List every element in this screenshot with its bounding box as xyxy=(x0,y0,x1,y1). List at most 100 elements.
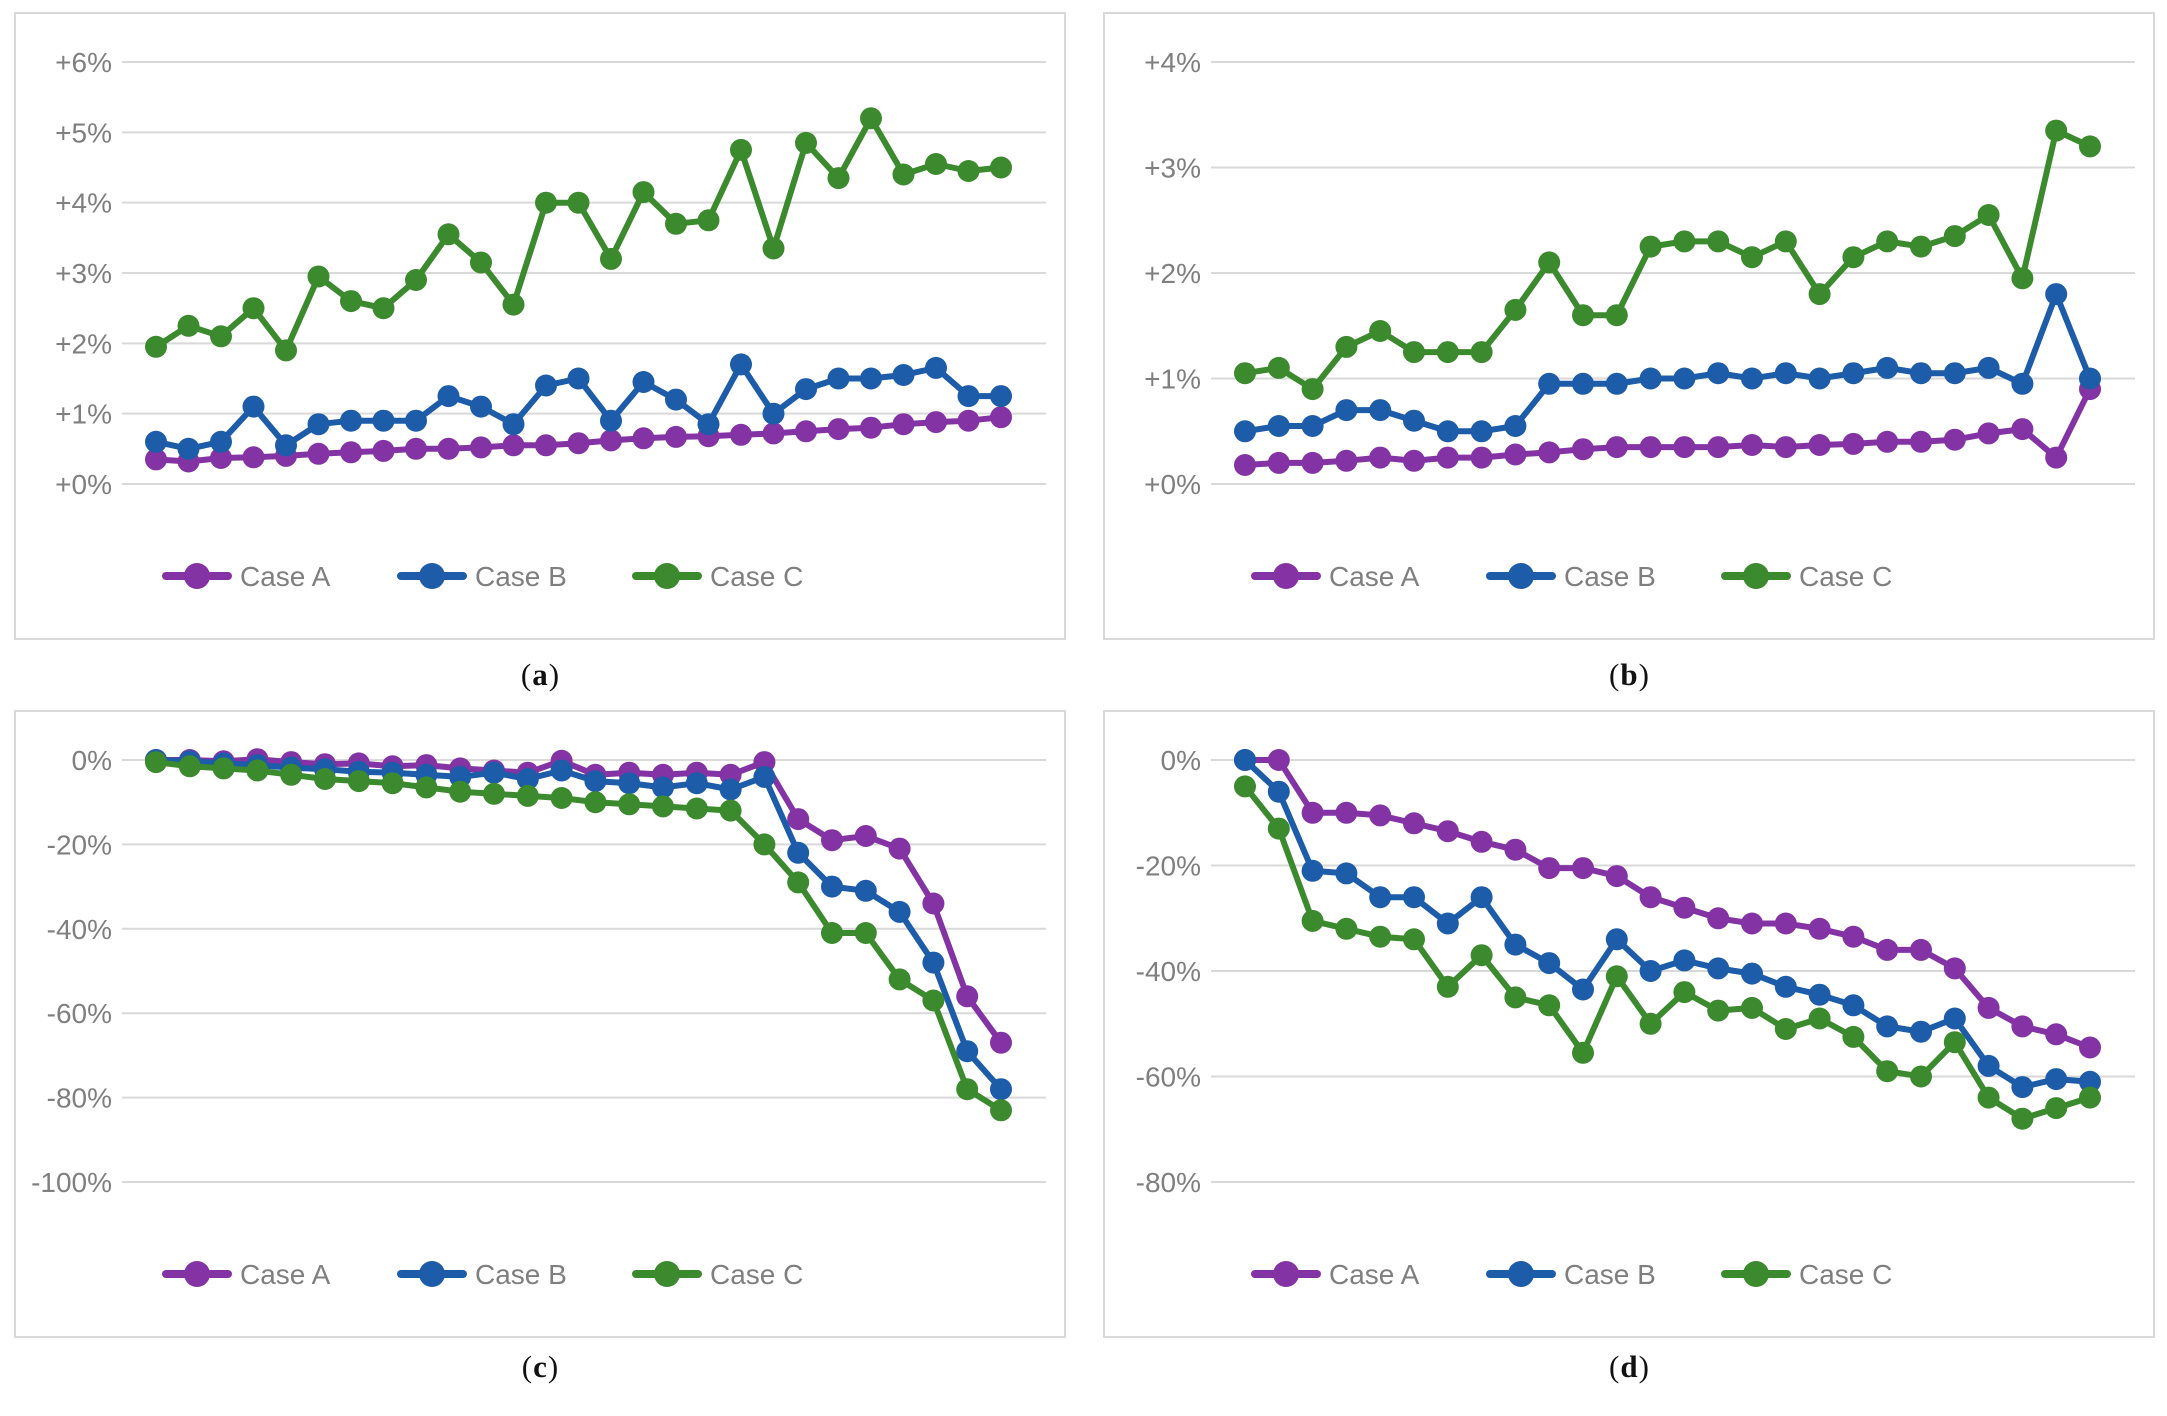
case-a-point xyxy=(1943,428,1966,451)
legend-item-case-a: Case A xyxy=(1251,561,1420,592)
case-a-point xyxy=(1774,436,1797,459)
case-a-point xyxy=(1335,801,1358,824)
case-b-point xyxy=(1267,415,1290,437)
case-b-point xyxy=(762,402,785,425)
case-b-point xyxy=(1977,1054,2000,1077)
case-a-point xyxy=(210,447,232,469)
case-c-point xyxy=(210,325,232,348)
case-a-point xyxy=(2045,446,2068,469)
case-b-point xyxy=(177,437,200,460)
y-tick-label: 0% xyxy=(1161,745,1201,776)
case-c-point xyxy=(2079,1086,2101,1109)
case-a-point xyxy=(1436,446,1459,469)
case-b-point xyxy=(1470,420,1493,443)
case-c-point xyxy=(1369,320,1392,342)
case-a-point xyxy=(1808,434,1831,456)
legend-label: Case B xyxy=(1564,1259,1656,1290)
case-c-point xyxy=(1808,1007,1831,1030)
case-c-point xyxy=(2079,135,2101,158)
y-tick-label: +5% xyxy=(55,117,112,148)
case-b-point xyxy=(1977,356,2000,379)
y-tick-label: +0% xyxy=(55,469,112,500)
case-c-point xyxy=(762,237,785,260)
case-a-point xyxy=(1369,804,1392,827)
legend-item-case-a: Case A xyxy=(162,1259,331,1290)
case-a-point xyxy=(1436,820,1459,843)
case-c-point xyxy=(2011,1107,2034,1130)
case-a-point xyxy=(1639,886,1662,909)
case-a-point xyxy=(535,434,557,457)
legend-item-case-b: Case B xyxy=(397,1259,567,1290)
case-b-point xyxy=(502,413,525,436)
case-b-point xyxy=(307,413,330,436)
case-a-point xyxy=(1842,925,1865,948)
case-a-point xyxy=(956,985,979,1008)
case-a-point xyxy=(1910,938,1932,961)
case-b-point xyxy=(1673,367,1696,390)
y-tick-label: +6% xyxy=(55,47,112,78)
y-tick-label: +3% xyxy=(55,258,112,289)
case-c-point xyxy=(1910,1065,1932,1088)
case-c-point xyxy=(685,797,708,820)
case-b-point xyxy=(405,409,427,432)
case-b-point xyxy=(1538,952,1561,975)
case-b-point xyxy=(1572,372,1594,395)
case-c-point xyxy=(449,780,472,803)
case-a-point xyxy=(437,437,460,460)
legend-item-case-a: Case A xyxy=(1251,1259,1420,1290)
case-b-point xyxy=(1741,962,1763,985)
case-c-point xyxy=(145,335,167,358)
case-c-point xyxy=(892,163,915,186)
y-tick-label: -40% xyxy=(1136,956,1201,987)
case-c-point xyxy=(990,156,1012,179)
case-c-point xyxy=(1605,304,1628,327)
case-a-point xyxy=(1470,446,1493,469)
case-c-point xyxy=(1267,356,1290,379)
chart-c-svg: 0% -20% -40% -60% -80% -100% Case A Case B Case … xyxy=(31,745,1046,1290)
case-a-point xyxy=(1741,434,1763,456)
case-b-point xyxy=(550,759,573,782)
case-c-point xyxy=(888,968,911,991)
case-a-point xyxy=(1267,451,1290,474)
case-a-point xyxy=(1876,430,1899,453)
case-c-point xyxy=(567,191,590,214)
case-a-point xyxy=(2011,1015,2034,1038)
case-b-point xyxy=(1301,859,1324,882)
legend-item-case-b: Case B xyxy=(1486,561,1656,592)
case-b-point xyxy=(1842,994,1865,1017)
case-a-point xyxy=(1943,957,1966,980)
legend-marker-icon xyxy=(654,1261,680,1287)
case-c-point xyxy=(1808,283,1831,306)
case-a-point xyxy=(854,825,877,847)
case-c-point xyxy=(860,107,882,130)
case-a-point xyxy=(1572,438,1594,461)
case-a-point xyxy=(1673,436,1696,459)
y-tick-label: +0% xyxy=(1144,469,1201,500)
y-tick-label: -60% xyxy=(47,998,112,1029)
case-c-point xyxy=(437,223,460,246)
case-b-point xyxy=(2079,1070,2101,1093)
case-a-point xyxy=(1876,938,1899,961)
case-b-point xyxy=(787,841,810,864)
case-c-line xyxy=(153,115,1004,354)
legend-label: Case A xyxy=(240,1259,331,1290)
case-a-point xyxy=(860,416,882,439)
case-a-point xyxy=(1808,917,1831,940)
y-tick-label: -20% xyxy=(1136,851,1201,882)
case-c-point xyxy=(2045,119,2068,142)
case-b-point xyxy=(2079,367,2101,390)
case-c-point xyxy=(730,138,752,161)
case-b-point xyxy=(1504,415,1527,437)
case-a-point xyxy=(1673,896,1696,919)
case-c-point xyxy=(990,1099,1012,1122)
case-c-point xyxy=(1538,251,1561,274)
case-b-point xyxy=(1605,372,1628,395)
legend-marker-icon xyxy=(1743,563,1769,589)
case-c-point xyxy=(470,251,492,274)
y-tick-label: +1% xyxy=(1144,364,1201,395)
y-tick-label: -40% xyxy=(47,914,112,945)
case-c-point xyxy=(956,1078,979,1101)
case-b-point xyxy=(1538,372,1561,395)
legend-label: Case B xyxy=(475,561,567,592)
case-b-point xyxy=(922,951,945,974)
